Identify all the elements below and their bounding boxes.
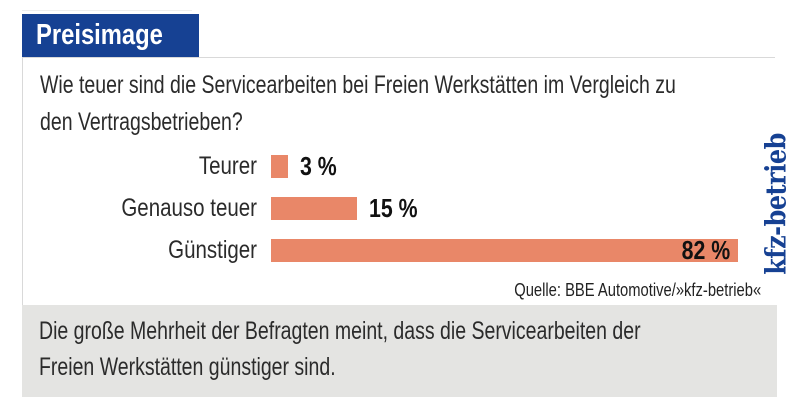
bar <box>271 196 357 220</box>
bar: 82 % <box>271 235 738 265</box>
bar-row: Günstiger 82 % <box>23 229 776 271</box>
bar-label: Genauso teuer <box>121 193 257 222</box>
bar-label: Teurer <box>198 151 257 180</box>
section-title-badge: Preisimage <box>22 14 199 57</box>
brand-logo-text: kfz-betrieb <box>759 133 793 275</box>
bar-value: 82 % <box>681 234 730 265</box>
bar-value: 15 % <box>369 192 418 223</box>
bar <box>271 154 288 178</box>
chart-panel: Wie teuer sind die Servicearbeiten bei F… <box>22 57 775 305</box>
page-title: Preisimage <box>36 19 163 51</box>
question-text: Wie teuer sind die Servicearbeiten bei F… <box>40 71 676 136</box>
bar-value: 3 % <box>300 150 337 181</box>
bar-row: Teurer 3 % <box>23 145 776 187</box>
bar-chart: Teurer 3 % Genauso teuer 15 % Günstiger … <box>23 145 776 271</box>
summary-panel: Die große Mehrheit der Befragten meint, … <box>22 305 777 397</box>
bar-label: Günstiger <box>168 235 257 264</box>
source-caption: Quelle: BBE Automotive/»kfz-betrieb« <box>514 280 761 300</box>
summary-text: Die große Mehrheit der Befragten meint, … <box>39 317 641 381</box>
top-divider <box>22 10 192 11</box>
bar-row: Genauso teuer 15 % <box>23 187 776 229</box>
